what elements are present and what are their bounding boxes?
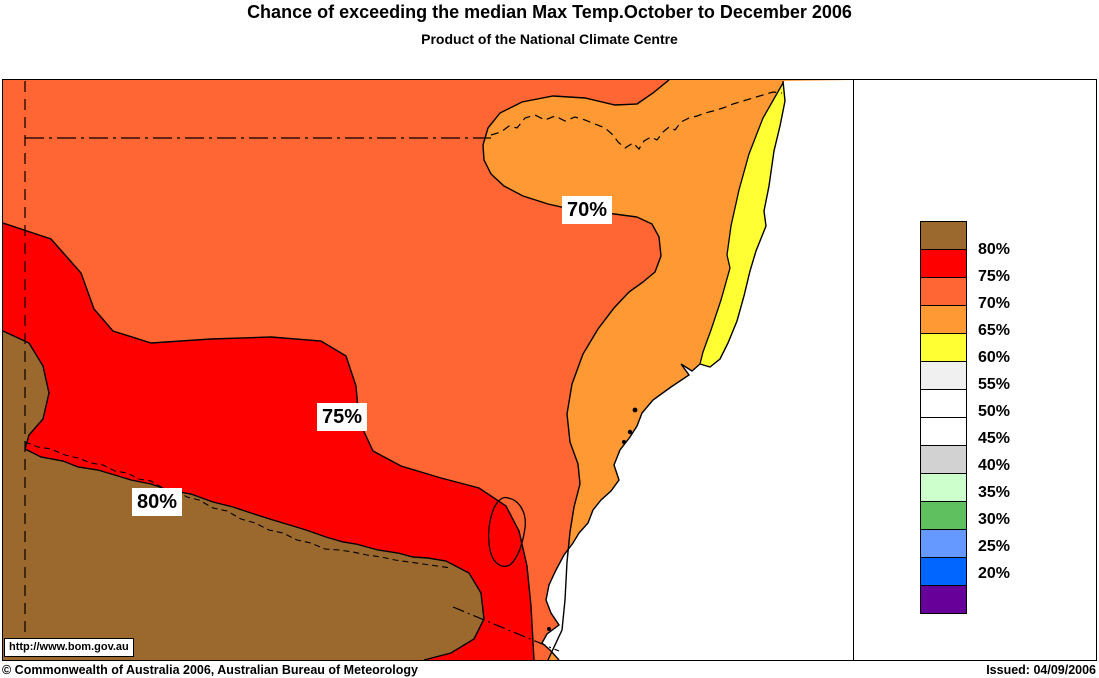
- legend-swatch: [920, 277, 967, 306]
- coastal-lake-dot: [622, 440, 626, 444]
- contour-line-80: [3, 330, 485, 660]
- river-line: [24, 441, 452, 569]
- legend-label: 65%: [978, 322, 1011, 339]
- legend-swatch: [920, 361, 967, 390]
- state-border-river: [490, 91, 783, 150]
- map-area: 70% 75% 80% http://www.bom.gov.au: [3, 80, 854, 660]
- legend-swatch: [920, 417, 967, 446]
- legend-label: 70%: [978, 295, 1011, 312]
- legend-label: 20%: [978, 565, 1011, 582]
- contour-label-75: 75%: [317, 403, 368, 431]
- legend-label: 35%: [978, 484, 1011, 501]
- footer-issued: Issued: 04/09/2006: [986, 663, 1096, 677]
- legend-swatch: [920, 501, 967, 530]
- legend-swatch: [920, 529, 967, 558]
- legend-label: 40%: [978, 457, 1011, 474]
- legend-swatch: [920, 585, 967, 614]
- legend-label: 60%: [978, 349, 1011, 366]
- legend-swatch: [920, 389, 967, 418]
- footer-copyright: © Commonwealth of Australia 2006, Austra…: [2, 663, 418, 677]
- url-box: http://www.bom.gov.au: [4, 638, 134, 657]
- legend-label: 55%: [978, 376, 1011, 393]
- region-60-65: [700, 83, 785, 367]
- legend-label: 30%: [978, 511, 1011, 528]
- legend-label: 25%: [978, 538, 1011, 555]
- region-ocean: [542, 80, 853, 660]
- coastal-island-dot: [547, 627, 551, 631]
- contour-label-70: 70%: [562, 196, 613, 224]
- legend-label: 45%: [978, 430, 1011, 447]
- legend-swatch: [920, 557, 967, 586]
- legend-label: 80%: [978, 241, 1011, 258]
- coastal-lake-dot: [627, 429, 633, 435]
- legend-label: 50%: [978, 403, 1011, 420]
- legend-swatch: [920, 249, 967, 278]
- legend-swatches: [920, 221, 967, 614]
- contour-label-80: 80%: [132, 488, 183, 516]
- legend-swatch: [920, 305, 967, 334]
- legend-label: 75%: [978, 268, 1011, 285]
- region-above-80: [3, 331, 484, 660]
- legend-swatch: [920, 445, 967, 474]
- page-title: Chance of exceeding the median Max Temp.…: [247, 2, 852, 22]
- contour-line-75: [3, 222, 535, 660]
- legend-swatch: [920, 221, 967, 250]
- map-board: 70% 75% 80% http://www.bom.gov.au 80% 75%…: [2, 79, 1097, 661]
- page-subtitle: Product of the National Climate Centre: [421, 31, 678, 47]
- coastal-lake-dot: [632, 407, 638, 413]
- legend-swatch: [920, 473, 967, 502]
- legend-swatch: [920, 333, 967, 362]
- contour-line-65: [699, 82, 784, 365]
- contour-line-70: [482, 80, 670, 660]
- coastline: [541, 80, 786, 660]
- contour-loop-75: [487, 496, 526, 567]
- map-canvas: [3, 80, 853, 660]
- state-border-vic: [452, 606, 560, 652]
